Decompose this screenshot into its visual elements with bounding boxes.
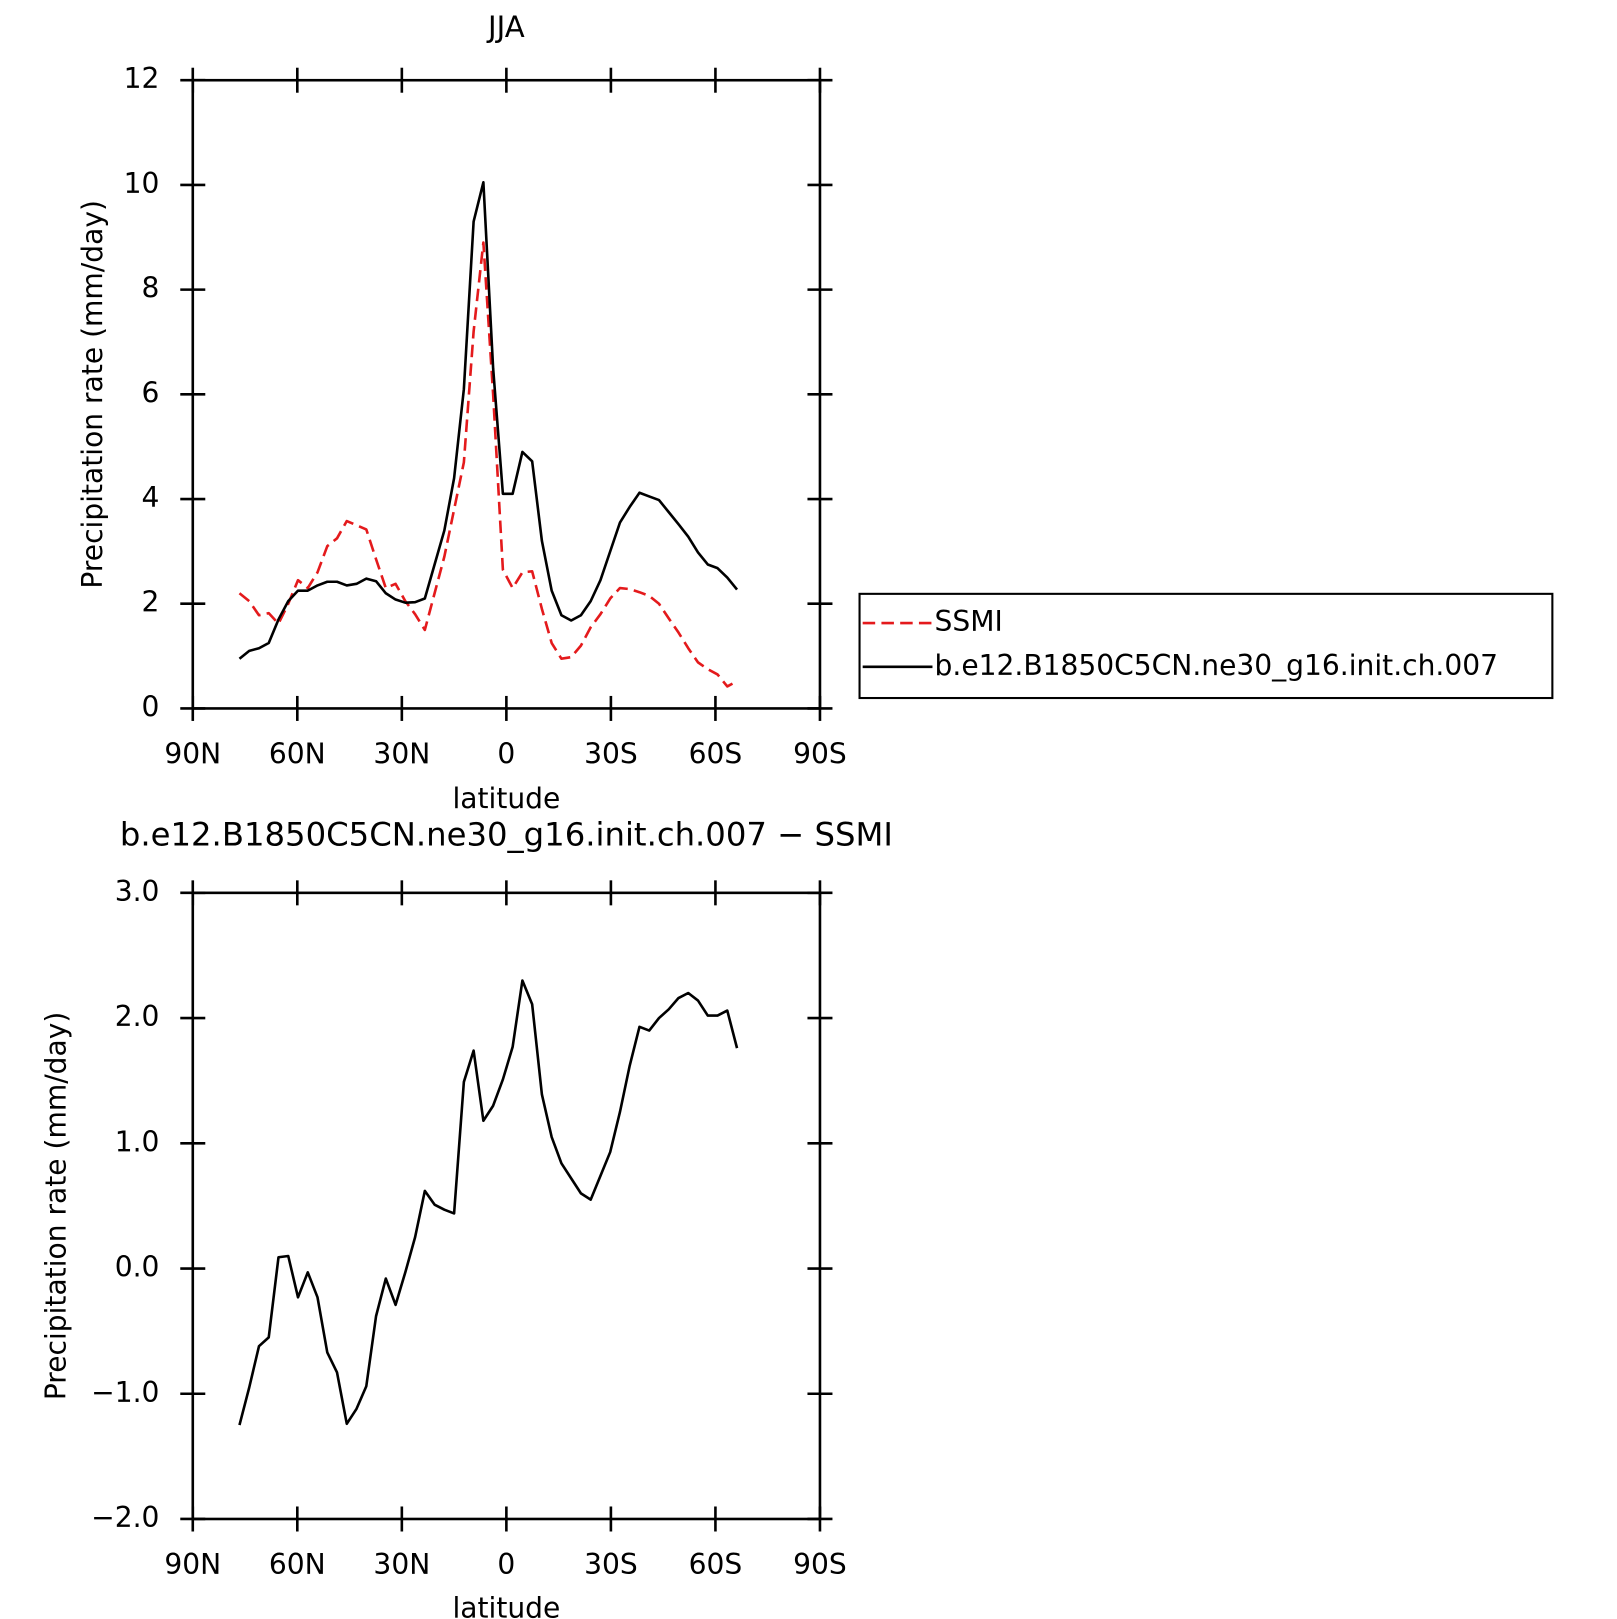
x-tick-label: 90N [164,1548,221,1581]
x-tick-label: 0 [497,737,515,770]
x-tick-label: 30S [584,737,638,770]
y-tick-label: 4 [142,481,160,514]
data-line [238,241,738,688]
y-tick-label: 1.0 [115,1125,160,1158]
x-tick-label: 90S [793,1548,847,1581]
y-axis-label: Precipitation rate (mm/day) [76,200,109,589]
x-tick-label: 90S [793,737,847,770]
y-tick-label: 2.0 [115,1000,160,1033]
y-tick-label: 10 [124,167,160,200]
legend-label: b.e12.B1850C5CN.ne30_g16.init.ch.007 [935,649,1498,682]
y-tick-label: −2.0 [91,1501,159,1534]
plot-frame [191,891,822,1521]
legend-box [858,592,1554,700]
y-tick-label: 2 [142,586,160,619]
x-axis-label: latitude [452,782,560,815]
y-tick-label: 12 [124,62,160,95]
x-tick-label: 0 [497,1548,515,1581]
y-axis-label: Precipitation rate (mm/day) [39,1012,72,1401]
data-line [238,181,739,660]
y-tick-label: −1.0 [91,1376,159,1409]
x-tick-label: 90N [164,737,221,770]
chart-title: b.e12.B1850C5CN.ne30_g16.init.ch.007 − S… [120,816,893,854]
y-tick-label: 8 [142,272,160,305]
x-tick-label: 30N [373,737,430,770]
x-tick-label: 60S [689,1548,743,1581]
x-tick-label: 30N [373,1548,430,1581]
y-tick-label: 3.0 [115,875,160,908]
plot-frame [191,78,822,710]
chart-title: JJA [486,10,525,44]
y-tick-label: 0.0 [115,1251,160,1284]
y-tick-label: 6 [142,376,160,409]
x-axis-label: latitude [452,1592,560,1619]
x-tick-label: 60N [269,1548,326,1581]
x-tick-label: 60S [689,737,743,770]
x-tick-label: 30S [584,1548,638,1581]
legend-label: SSMI [935,605,1003,638]
y-tick-label: 0 [142,690,160,723]
data-line [238,979,739,1426]
x-tick-label: 60N [269,737,326,770]
